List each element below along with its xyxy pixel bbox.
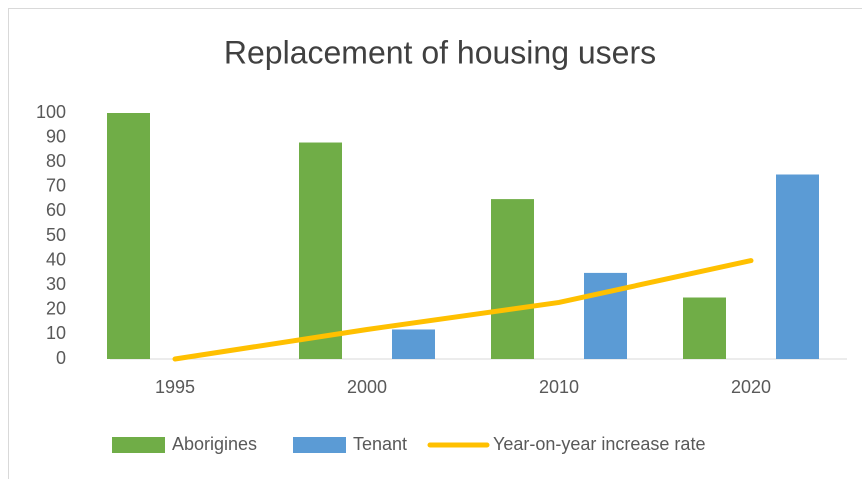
y-tick-label: 20 (46, 299, 66, 319)
line (172, 258, 754, 362)
y-tick-label: 100 (36, 102, 66, 122)
y-tick-label: 70 (46, 176, 66, 196)
y-tick-label: 50 (46, 225, 66, 245)
y-tick-label: 10 (46, 323, 66, 343)
y-tick-label: 0 (56, 348, 66, 368)
chart-border (8, 8, 862, 479)
bar (299, 142, 342, 359)
y-tick-label: 60 (46, 200, 66, 220)
chart-title: Replacement of housing users (224, 34, 656, 70)
legend-swatch (112, 437, 165, 453)
bar (683, 297, 726, 359)
bar (107, 113, 150, 359)
x-tick-label: 2010 (539, 377, 579, 397)
y-tick-label: 40 (46, 249, 66, 269)
x-tick-label: 2020 (731, 377, 771, 397)
bar (392, 329, 435, 359)
bar (776, 174, 819, 359)
bar (584, 272, 627, 359)
bar (491, 199, 534, 359)
legend-swatch (293, 437, 346, 453)
x-tick-label: 1995 (155, 377, 195, 397)
legend-label: Aborigines (172, 434, 257, 454)
legend-label: Year-on-year increase rate (493, 434, 705, 454)
y-tick-label: 90 (46, 126, 66, 146)
y-tick-label: 80 (46, 151, 66, 171)
x-tick-label: 2000 (347, 377, 387, 397)
legend-label: Tenant (353, 434, 407, 454)
y-tick-label: 30 (46, 274, 66, 294)
